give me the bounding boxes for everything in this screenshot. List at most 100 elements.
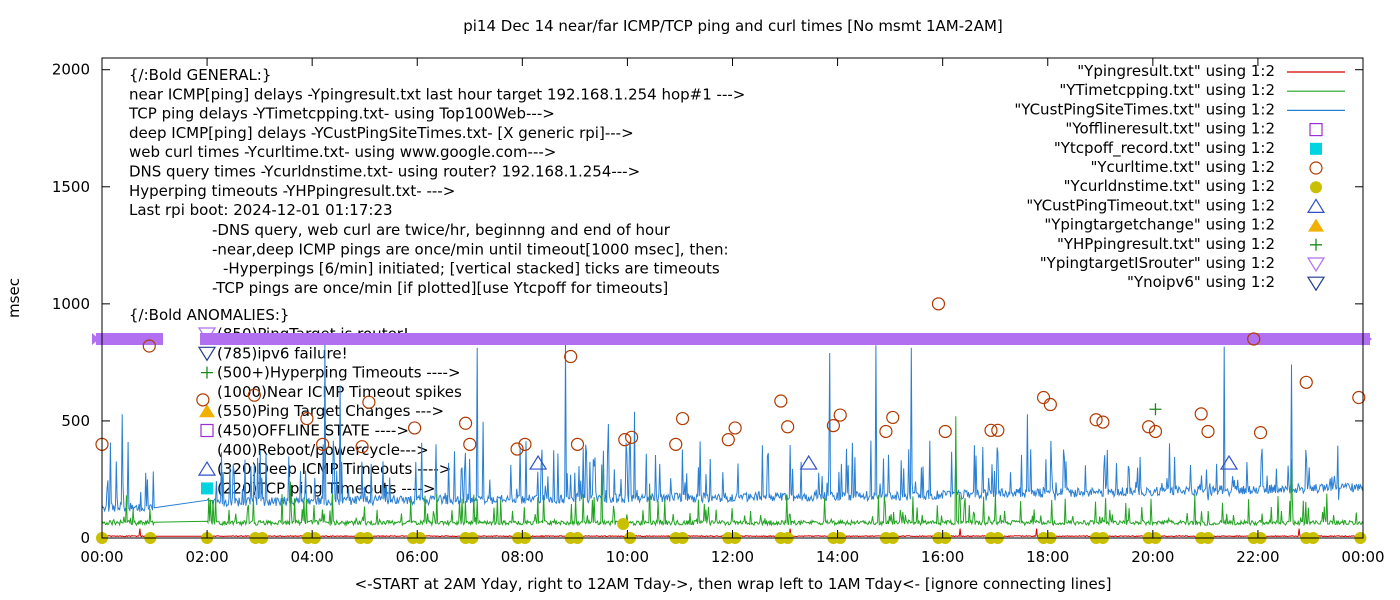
x-tick-label: 12:00 [711,548,754,566]
data-point [1352,390,1366,405]
x-tick-label: 00:00 [1341,548,1384,566]
data-point [984,423,998,437]
data-point [879,424,893,439]
legend-symbol [1306,276,1326,292]
legend-symbol [1306,198,1326,213]
data-point [196,393,210,407]
anomaly-symbol [200,423,214,438]
note-line: -Hyperpings [6/min] initiated; [vertical… [223,260,720,278]
note-line: -near,deep ICMP pings are once/min until… [212,240,729,258]
y-tick-label: 1500 [52,178,90,196]
x-tick-label: 00:00 [80,548,123,566]
data-point [518,437,532,451]
data-point [833,408,847,422]
x-tick-label: 04:00 [291,548,334,566]
legend-label: "YHPpingresult.txt" using 1:2 [1057,235,1275,253]
anomaly-symbol [199,404,215,418]
data-point [728,421,742,435]
data-point [1247,332,1261,346]
x-tick-label: 10:00 [606,548,649,566]
legend-label: "Ytcpoff_record.txt" using 1:2 [1054,139,1275,158]
legend-symbol [1310,181,1322,194]
anomaly-symbol [197,460,217,476]
x-tick-label: 20:00 [1131,548,1174,566]
data-point [510,442,524,456]
data-point [1194,407,1208,421]
data-point [463,437,477,451]
data-point [774,394,788,408]
general-annotations: {/:Bold GENERAL:}near ICMP[ping] delays … [128,66,745,297]
data-point [799,454,818,470]
x-tick-label: 14:00 [816,548,859,566]
data-point [625,430,639,444]
anomaly-symbol [201,366,213,379]
legend-symbol [1308,218,1324,232]
y-tick-label: 500 [61,412,90,430]
general-annotation-line: TCP ping delays -YTimetcpping.txt- using… [128,105,555,123]
data-point [938,424,952,439]
data-point [618,433,632,447]
y-tick-label: 0 [80,529,90,547]
legend-label: "Ycurldnstime.txt" using 1:2 [1064,177,1275,195]
legend-label: "YCustPingTimeout.txt" using 1:2 [1026,196,1275,214]
legend-symbol [1306,257,1326,273]
legend-symbol [1309,161,1323,175]
x-tick-label: 08:00 [501,548,544,566]
y-axis-label: msec [5,278,23,318]
x-tick-label: 18:00 [1026,548,1069,566]
data-point [1253,426,1268,440]
data-point [529,454,548,470]
data-point [991,423,1005,437]
y-tick-label: 2000 [52,61,90,79]
data-point [1201,424,1215,439]
anomaly-symbol [201,482,213,495]
legend-label: "YTimetcpping.txt" using 1:2 [1059,81,1275,99]
legend-label: "Ypingresult.txt" using 1:2 [1077,62,1275,80]
series-line-ytimetcpping [101,416,1364,528]
legend-label: "YpingtargetISrouter" using 1:2 [1040,254,1275,272]
data-point [1148,424,1163,439]
data-point [931,297,946,311]
legend-symbol [1310,142,1322,155]
anomaly-label: (1000)Near ICMP Timeout spikes [217,383,462,401]
router-band [92,332,1372,345]
data-point [721,433,735,447]
general-annotation-line: deep ICMP[ping] delays -YCustPingSiteTim… [129,124,634,142]
x-tick-label: 22:00 [1236,548,1279,566]
data-point [1096,415,1110,429]
x-tick-label: 02:00 [185,548,228,566]
general-annotation-line: near ICMP[ping] delays -Ypingresult.txt … [129,85,745,103]
legend-label: "YCustPingSiteTimes.txt" using 1:2 [1014,100,1275,118]
data-point [886,410,900,425]
general-annotation-line: Last rpi boot: 2024-12-01 01:17:23 [129,201,393,219]
data-point [564,349,578,364]
anomalies-title: {/:Bold ANOMALIES:} [129,306,289,324]
data-point [362,395,376,409]
data-point [617,517,630,530]
legend: "Ypingresult.txt" using 1:2"YTimetcpping… [1014,62,1345,292]
data-point [1089,413,1103,427]
data-point [675,411,690,426]
data-point [408,421,422,435]
anomaly-symbol [197,346,217,362]
general-annotation-line: Hyperping timeouts -YHPpingresult.txt- -… [129,182,455,200]
legend-label: "Yofflineresult.txt" using 1:2 [1065,120,1275,138]
legend-symbol [1310,238,1322,251]
anomaly-label: (500+)Hyperping Timeouts ----> [217,364,461,382]
axes: 0 500 1000 1500 2000 00:00 02:00 04:00 06:00 08:0… [52,57,1385,566]
note-line: -TCP pings are once/min [if plotted][use… [212,279,668,297]
data-point [355,440,369,454]
legend-label: "Ynoipv6" using 1:2 [1127,273,1275,291]
anomaly-label: (550)Ping Target Changes ---> [217,402,444,420]
y-tick-label: 1000 [52,295,90,313]
general-annotation-line: DNS query times -Ycurldnstime.txt- using… [129,163,640,181]
data-point [781,420,795,434]
data-point [669,437,683,451]
anomaly-label: (450)OFFLINE STATE ----> [217,422,409,440]
data-point [300,411,314,426]
anomaly-label: (785)ipv6 failure! [217,344,348,362]
x-tick-label: 06:00 [396,548,439,566]
series-line-ycustpingsitetimes [101,341,1364,513]
chart-title: pi14 Dec 14 near/far ICMP/TCP ping and c… [463,17,1003,35]
